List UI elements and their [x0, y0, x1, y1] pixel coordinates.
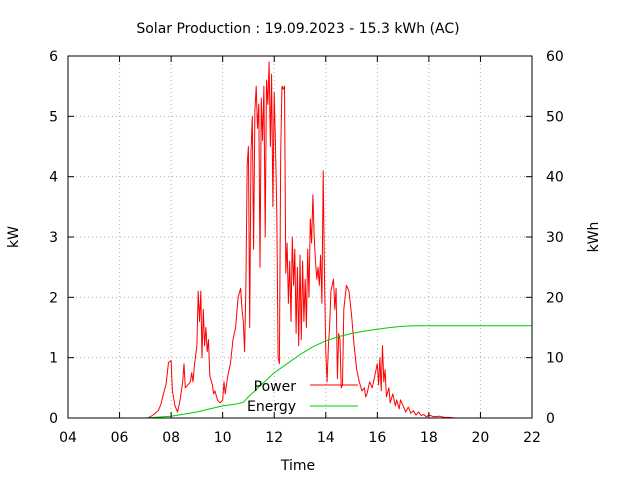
- legend: Power Energy: [247, 379, 358, 415]
- x-tick-label: 14: [317, 430, 335, 446]
- x-tick-label: 18: [420, 430, 438, 446]
- legend-label-power: Power: [254, 379, 297, 395]
- legend-label-energy: Energy: [247, 399, 296, 415]
- x-tick-label: 16: [368, 430, 386, 446]
- y-tick-label: 3: [49, 230, 58, 246]
- y-tick-label: 4: [49, 170, 58, 186]
- x-tick-label: 06: [111, 430, 129, 446]
- y-tick-label: 6: [49, 49, 58, 65]
- series-line-energy: [145, 325, 532, 419]
- y2-tick-label: 40: [546, 170, 564, 186]
- y-tick-label: 0: [49, 411, 58, 427]
- x-tick-label: 12: [265, 430, 283, 446]
- x-tick-label: 20: [472, 430, 490, 446]
- y2-tick-label: 50: [546, 109, 564, 125]
- y-tick-label: 1: [49, 351, 58, 367]
- x-axis-label: Time: [280, 458, 315, 474]
- series-line-power: [147, 61, 455, 419]
- y-axis-label: kW: [6, 226, 22, 248]
- y-tick-label: 2: [49, 290, 58, 306]
- y2-tick-label: 10: [546, 351, 564, 367]
- series-layer: [145, 61, 532, 419]
- x-tick-label: 10: [214, 430, 232, 446]
- y2-tick-label: 30: [546, 230, 564, 246]
- y2-axis-label: kWh: [586, 222, 602, 253]
- y-tick-label: 5: [49, 109, 58, 125]
- chart-title: Solar Production : 19.09.2023 - 15.3 kWh…: [136, 21, 459, 37]
- x-tick-label: 04: [59, 430, 77, 446]
- y2-tick-label: 20: [546, 290, 564, 306]
- y2-tick-label: 60: [546, 49, 564, 65]
- grid-lines: [68, 56, 532, 418]
- y2-tick-label: 0: [546, 411, 555, 427]
- x-tick-label: 08: [162, 430, 180, 446]
- x-tick-label: 22: [523, 430, 541, 446]
